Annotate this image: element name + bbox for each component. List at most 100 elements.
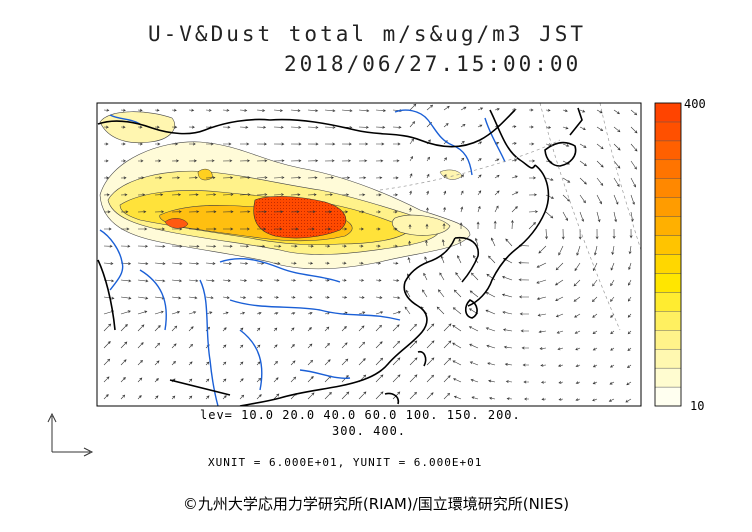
wind-arrow [324, 142, 336, 146]
wind-arrow [341, 210, 349, 214]
wind-arrow [239, 125, 249, 129]
wind-arrow [358, 358, 366, 366]
wind-arrow [222, 311, 229, 315]
wind-arrow [307, 376, 314, 383]
wind-arrow [477, 205, 481, 213]
wind-arrow [273, 360, 278, 366]
colorbar-swatch [654, 235, 682, 255]
wind-arrow [592, 364, 598, 368]
wind-arrow [409, 103, 417, 111]
wind-arrow [471, 396, 479, 400]
wind-arrow [120, 296, 132, 300]
colorbar-min-label: 10 [690, 399, 705, 413]
wind-arrow [273, 193, 285, 197]
wind-arrow [290, 295, 296, 299]
wind-arrow [290, 210, 300, 214]
wind-arrow [375, 374, 384, 383]
wind-arrow [188, 210, 200, 214]
border-north [97, 118, 271, 135]
wind-arrow [443, 323, 452, 332]
graticule [379, 103, 641, 331]
wind-arrow [540, 380, 547, 384]
wind-arrow [375, 357, 384, 366]
wind-arrow [502, 311, 513, 315]
wind-arrow [511, 158, 518, 162]
wind-arrow [256, 377, 262, 383]
wind-arrow [376, 142, 385, 146]
wind-arrow [422, 289, 428, 298]
wind-arrow [485, 327, 496, 332]
wind-arrow [404, 306, 411, 315]
wind-arrow [608, 398, 615, 402]
wind-arrow [324, 278, 330, 282]
wind-arrow [426, 392, 434, 400]
wind-arrow [103, 193, 110, 197]
wind-arrow [239, 210, 251, 214]
wind-arrow [610, 330, 615, 335]
wind-arrow [358, 193, 366, 197]
wind-arrow [558, 245, 564, 256]
wind-arrow [493, 220, 497, 230]
wind-arrow [609, 381, 615, 385]
wind-arrow [154, 310, 164, 315]
wind-arrow [408, 240, 412, 247]
wind-arrow [256, 244, 266, 248]
wind-arrow [205, 108, 212, 112]
wind-arrow [630, 177, 636, 188]
border-mongolia [269, 109, 516, 148]
wind-arrow [120, 377, 126, 383]
wind-arrow [502, 275, 513, 281]
wind-arrow [409, 173, 413, 179]
copyright-notice: ©九州大学応用力学研究所(RIAM)/国立環境研究所(NIES) [182, 495, 570, 513]
wind-arrow [591, 296, 598, 303]
wind-arrow [409, 391, 417, 400]
wind-arrow [511, 142, 517, 146]
wind-arrow [257, 227, 267, 231]
wind-arrow [610, 262, 615, 271]
wind-arrow [494, 205, 499, 213]
wind-arrow [477, 158, 482, 162]
wind-arrow [154, 279, 166, 283]
wind-arrow [154, 360, 160, 366]
wind-arrow [609, 364, 615, 368]
wind-arrow [477, 107, 484, 111]
wind-arrow [574, 330, 581, 334]
wind-arrow [596, 160, 604, 168]
wind-arrow [511, 175, 518, 179]
wind-arrow [459, 222, 463, 230]
wind-arrow [290, 327, 295, 332]
wind-arrow [256, 295, 263, 299]
wind-arrow [573, 279, 581, 287]
wind-arrow [613, 160, 621, 169]
wind-arrow [103, 358, 111, 366]
wind-arrow [477, 190, 482, 196]
wind-arrow [460, 157, 465, 162]
wind-arrow [561, 228, 565, 240]
wind-arrow [613, 177, 620, 187]
wind-arrow [137, 359, 143, 366]
border-west [97, 259, 116, 331]
wind-arrow [460, 106, 467, 111]
wind-arrow [613, 109, 620, 115]
wind-arrow [307, 109, 319, 113]
wind-arrow [256, 159, 268, 163]
wind-arrow [541, 397, 547, 401]
wind-arrow [409, 190, 412, 196]
wind-arrow [511, 206, 518, 213]
wind-arrow [627, 330, 632, 335]
wind-arrow [392, 125, 402, 129]
wind-arrow [324, 359, 331, 366]
wind-arrow [256, 311, 262, 315]
wind-arrow [188, 361, 193, 366]
wind-arrow [341, 295, 348, 299]
wind-arrow [612, 228, 616, 239]
wind-arrow [341, 326, 347, 332]
wind-arrow [426, 323, 435, 332]
wind-arrow [171, 210, 182, 214]
wind-arrow [453, 378, 462, 383]
wind-arrow [222, 244, 233, 248]
wind-arrow [307, 261, 314, 265]
wind-arrow [579, 177, 587, 185]
wind-arrow [188, 193, 199, 197]
